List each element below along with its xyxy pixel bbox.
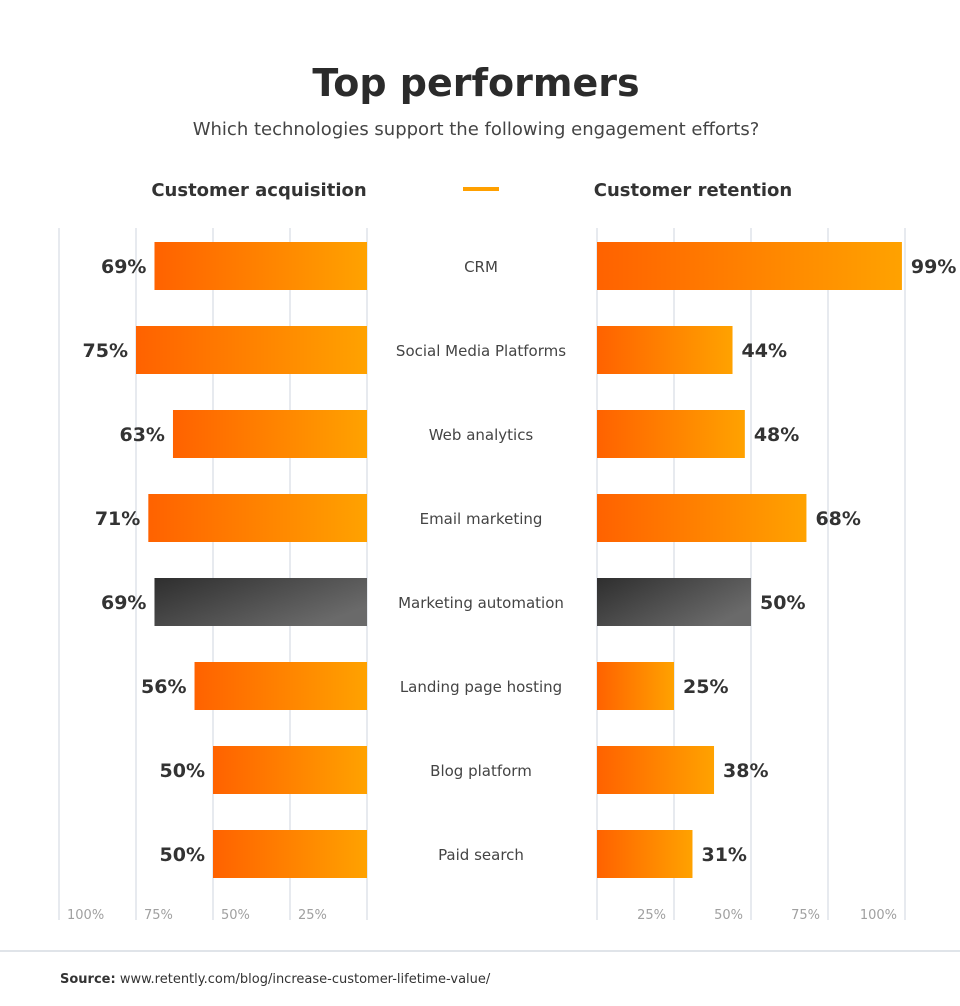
tick-label-right: 100% (860, 908, 897, 923)
value-label-retention: 38% (723, 760, 768, 782)
category-label: Marketing automation (398, 594, 564, 612)
chart-title: Top performers (312, 61, 639, 105)
bar-acquisition (154, 578, 367, 626)
value-label-acquisition: 71% (95, 508, 140, 530)
bar-acquisition (213, 746, 367, 794)
category-label: Social Media Platforms (396, 342, 566, 360)
category-label: Email marketing (420, 510, 543, 528)
bar-retention (597, 746, 715, 794)
category-label: CRM (464, 258, 498, 276)
bar-retention (597, 494, 807, 542)
legend-line (463, 187, 499, 191)
tick-label-left: 100% (67, 908, 104, 923)
value-label-retention: 50% (760, 592, 805, 614)
category-label: Landing page hosting (400, 678, 562, 696)
value-label-acquisition: 50% (160, 844, 205, 866)
value-label-acquisition: 69% (101, 592, 146, 614)
value-label-retention: 44% (742, 340, 787, 362)
bar-acquisition (136, 326, 367, 374)
source-label: Source: (60, 972, 116, 987)
source-url: www.retently.com/blog/increase-customer-… (120, 972, 491, 987)
bar-acquisition (148, 494, 367, 542)
value-label-retention: 68% (815, 508, 860, 530)
value-label-retention: 31% (701, 844, 746, 866)
tick-label-left: 75% (144, 908, 173, 923)
bar-acquisition (194, 662, 367, 710)
value-label-acquisition: 56% (141, 676, 186, 698)
value-label-acquisition: 50% (160, 760, 205, 782)
legend-right-label: Customer retention (594, 180, 792, 201)
bar-retention (597, 578, 751, 626)
bar-retention (597, 662, 674, 710)
value-label-retention: 99% (911, 256, 956, 278)
tick-label-right: 25% (637, 908, 666, 923)
bar-retention (597, 830, 693, 878)
bar-acquisition (213, 830, 367, 878)
source-text: Source: www.retently.com/blog/increase-c… (60, 972, 491, 987)
category-label: Web analytics (429, 426, 534, 444)
tick-label-right: 50% (714, 908, 743, 923)
bar-acquisition (154, 242, 367, 290)
bar-retention (597, 410, 745, 458)
bar-retention (597, 242, 902, 290)
category-label: Blog platform (430, 762, 532, 780)
tick-label-left: 50% (221, 908, 250, 923)
value-label-acquisition: 63% (119, 424, 164, 446)
tick-label-right: 75% (791, 908, 820, 923)
value-label-retention: 25% (683, 676, 728, 698)
chart-subtitle: Which technologies support the following… (193, 119, 760, 140)
category-label: Paid search (438, 846, 524, 864)
value-label-acquisition: 69% (101, 256, 146, 278)
bar-retention (597, 326, 733, 374)
legend-left-label: Customer acquisition (151, 180, 366, 201)
bar-acquisition (172, 410, 367, 458)
value-label-acquisition: 75% (83, 340, 128, 362)
tick-label-left: 25% (298, 908, 327, 923)
value-label-retention: 48% (754, 424, 799, 446)
